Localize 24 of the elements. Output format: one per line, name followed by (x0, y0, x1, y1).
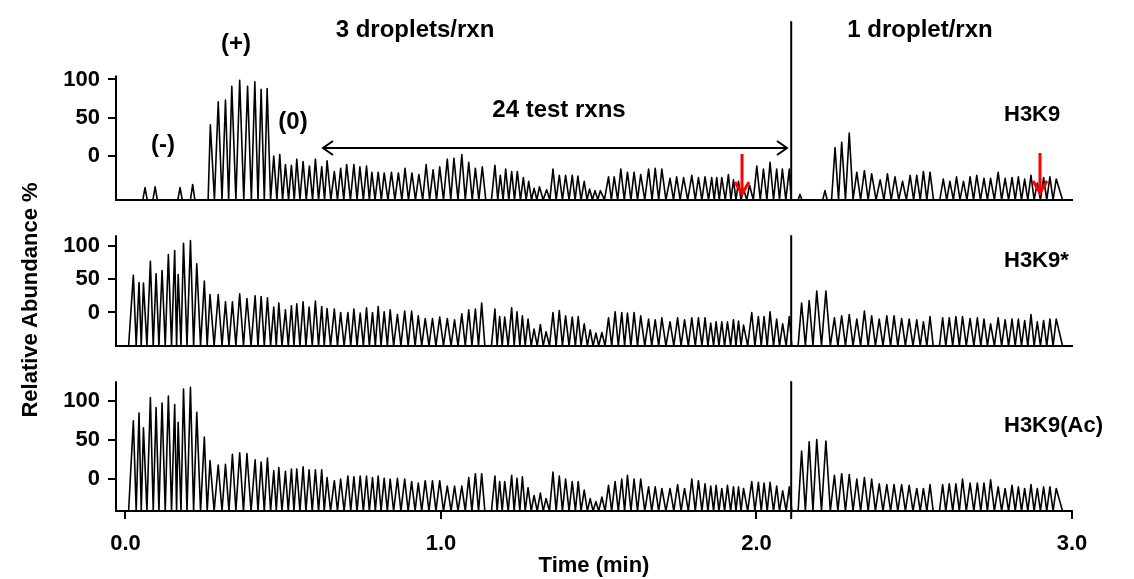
annotation: (0) (278, 106, 308, 134)
y-tick-label: 100 (63, 387, 100, 413)
y-tick-label: 50 (75, 103, 100, 129)
x-tick-label: 3.0 (1056, 530, 1088, 556)
text: H3K9* (1004, 246, 1070, 272)
y-tick-label: 0 (87, 465, 100, 491)
annotation: (-) (151, 129, 175, 157)
y-tick-label: 0 (87, 298, 100, 324)
y-tick-label: 50 (75, 426, 100, 452)
y-tick-label: 100 (63, 65, 100, 91)
annotation: 3 droplets/rxn (335, 14, 495, 42)
annotation: 1 droplet/rxn (847, 14, 993, 42)
y-tick-label: 0 (87, 142, 100, 168)
x-tick-label: 0.0 (110, 530, 141, 556)
y-tick-label: 100 (63, 231, 100, 257)
annotation: 24 test rxns (492, 94, 626, 122)
x-axis-title: Time (min) (538, 551, 650, 577)
text: H3K9 (1004, 100, 1061, 126)
text: H3K9(Ac) (1004, 412, 1104, 438)
annotation: (+) (221, 28, 251, 56)
y-axis-title: Relative Abundance % (17, 182, 43, 418)
y-tick-label: 50 (75, 265, 100, 291)
x-tick-label: 1.0 (425, 530, 457, 556)
x-tick-label: 2.0 (741, 530, 772, 556)
